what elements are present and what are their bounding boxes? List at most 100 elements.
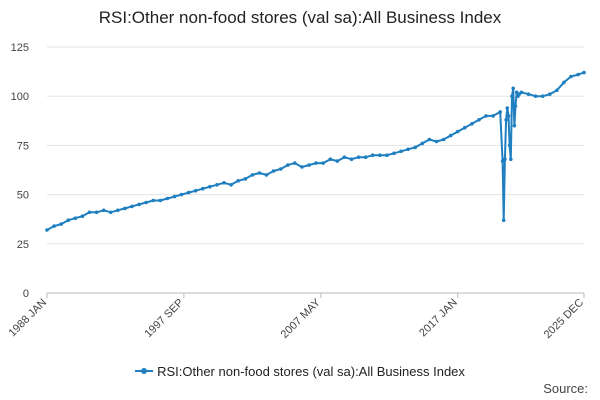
data-point	[569, 74, 573, 79]
data-point	[222, 181, 226, 185]
data-point	[101, 208, 106, 213]
y-tick-label: 100	[11, 91, 29, 103]
data-point	[519, 90, 524, 95]
data-point	[503, 157, 507, 161]
data-point	[501, 218, 506, 222]
data-point	[66, 218, 70, 222]
data-point	[441, 137, 446, 142]
data-point	[463, 125, 467, 130]
data-point	[504, 118, 508, 122]
y-tick-label: 50	[17, 190, 29, 202]
y-tick-label: 75	[17, 140, 29, 152]
data-point	[158, 198, 163, 203]
data-point	[250, 173, 255, 177]
data-point	[378, 153, 382, 157]
data-point	[470, 122, 474, 126]
data-point	[427, 137, 432, 142]
data-point	[179, 192, 184, 197]
series-layer	[45, 70, 586, 232]
data-point	[87, 210, 92, 215]
data-point	[514, 90, 519, 95]
data-point	[80, 214, 85, 218]
data-point	[505, 106, 510, 110]
data-point	[484, 114, 488, 118]
grid-layer	[47, 46, 584, 245]
data-point	[406, 147, 410, 152]
data-point	[73, 216, 78, 220]
data-point	[434, 139, 439, 144]
legend[interactable]: RSI:Other non-food stores (val sa):All B…	[0, 364, 600, 379]
data-point	[229, 183, 233, 187]
data-point	[526, 92, 531, 96]
data-point	[335, 159, 340, 163]
data-point	[455, 129, 460, 134]
data-point	[399, 149, 403, 154]
data-point	[257, 171, 262, 175]
data-point	[59, 222, 63, 226]
data-point	[94, 210, 99, 215]
data-point	[123, 206, 127, 211]
x-tick-label: 1997 SEP	[143, 297, 187, 341]
data-point	[448, 133, 453, 138]
legend-swatch	[135, 365, 154, 377]
data-point	[193, 188, 198, 193]
data-point	[413, 145, 418, 150]
data-point	[137, 202, 141, 207]
data-point	[491, 114, 495, 118]
data-point	[271, 169, 276, 173]
data-point	[555, 88, 559, 93]
data-point	[507, 143, 512, 148]
data-point	[165, 196, 170, 201]
data-point	[509, 157, 513, 161]
data-point	[328, 157, 333, 161]
data-point	[576, 72, 580, 77]
data-point	[278, 167, 283, 171]
data-point	[236, 179, 240, 183]
x-tick-label: 2025 DEC	[542, 297, 586, 341]
x-tick-label: 2007 MAY	[279, 296, 324, 341]
data-point	[300, 165, 304, 169]
data-point	[548, 92, 552, 96]
data-point	[420, 141, 425, 146]
data-point	[511, 86, 515, 91]
legend-label: RSI:Other non-food stores (val sa):All B…	[157, 364, 465, 379]
data-point	[363, 155, 368, 159]
data-point	[392, 151, 396, 156]
data-point	[314, 161, 318, 165]
data-point	[307, 163, 311, 167]
data-point	[385, 153, 389, 157]
axis-layer: 0 25 50 75 100 125 1988 JAN 1997 SEP 2007 MAY 201…	[6, 42, 586, 341]
chart-title: RSI:Other non-food stores (val sa):All B…	[98, 8, 502, 27]
data-point	[293, 161, 297, 165]
data-point	[172, 194, 177, 199]
data-point	[208, 184, 212, 189]
y-tick-label: 125	[11, 42, 29, 54]
data-point	[243, 177, 248, 181]
source-label: Source:	[543, 381, 588, 396]
data-point	[513, 104, 518, 108]
data-point	[264, 173, 269, 177]
data-point	[186, 190, 191, 195]
x-tick-label: 1988 JAN	[6, 297, 49, 340]
data-point	[370, 153, 375, 157]
y-tick-label: 0	[23, 288, 29, 300]
y-tick-label: 25	[17, 239, 29, 251]
data-point	[215, 183, 219, 187]
data-point	[540, 94, 545, 98]
data-point	[512, 123, 517, 128]
data-point	[130, 204, 134, 209]
data-point	[52, 224, 56, 228]
data-point	[349, 157, 354, 161]
data-point	[286, 163, 290, 167]
data-point	[356, 155, 361, 159]
data-point	[144, 200, 148, 205]
data-point	[510, 94, 514, 98]
data-point	[342, 155, 347, 159]
data-point	[506, 114, 511, 118]
data-point	[582, 70, 586, 75]
data-point	[477, 118, 481, 122]
data-point	[201, 186, 205, 191]
data-point	[562, 80, 566, 85]
data-point	[151, 198, 155, 203]
data-point	[533, 94, 538, 98]
